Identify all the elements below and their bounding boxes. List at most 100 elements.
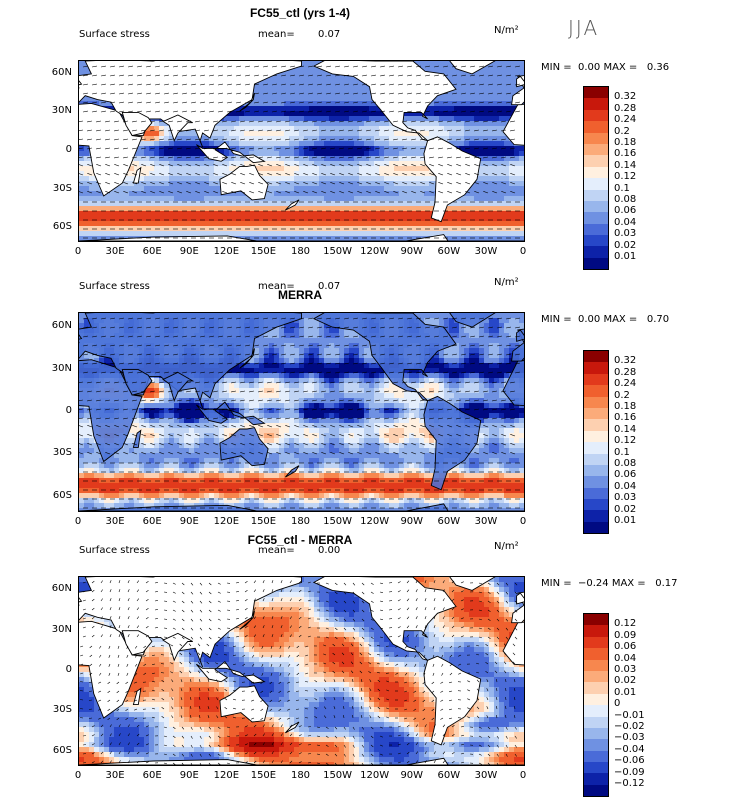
landmass-greenland bbox=[449, 313, 496, 328]
lon-tick-label: 180 bbox=[290, 246, 311, 257]
landmass-africa bbox=[79, 102, 524, 197]
lon-tick-label: 150E bbox=[250, 770, 277, 781]
map-panel bbox=[78, 576, 525, 766]
map-panel bbox=[78, 312, 525, 512]
colorbar-segment bbox=[584, 143, 608, 156]
landmass-samerica bbox=[423, 395, 482, 491]
colorbar-label: 0 bbox=[614, 698, 621, 710]
colorbar-label: 0.02 bbox=[614, 239, 637, 251]
landmass-arabia bbox=[121, 369, 153, 396]
lon-tick-label: 60W bbox=[437, 516, 461, 527]
colorbar-segment bbox=[584, 784, 608, 797]
colorbar-label: 0.16 bbox=[614, 148, 637, 160]
map-canvas bbox=[79, 313, 524, 511]
colorbar-label: 0.01 bbox=[614, 686, 637, 698]
mean-value: 0.07 bbox=[318, 281, 341, 292]
colorbar-label: −0.03 bbox=[614, 732, 645, 744]
colorbar-segment bbox=[584, 476, 608, 488]
colorbar-label: 0.01 bbox=[614, 251, 637, 262]
landmass-nz bbox=[285, 199, 300, 211]
lat-tick-label: 30N bbox=[51, 623, 72, 635]
colorbar-label: −0.09 bbox=[614, 766, 645, 778]
colorbar-segment bbox=[584, 705, 608, 717]
colorbar-segment bbox=[584, 670, 608, 683]
max-value: 0.70 bbox=[646, 314, 670, 325]
colorbar-segment bbox=[584, 625, 608, 637]
lon-tick-label: 30E bbox=[105, 246, 125, 257]
lon-tick-label: 30W bbox=[474, 516, 498, 527]
min-max-readout: MIN = 0.00 MAX = 0.36 bbox=[541, 62, 669, 73]
colorbar-label: 0.2 bbox=[614, 125, 630, 137]
min-label: MIN = bbox=[541, 578, 578, 589]
lon-tick-label: 120W bbox=[360, 516, 390, 527]
lat-tick-label: 30N bbox=[51, 362, 72, 374]
colorbar-label: −0.01 bbox=[614, 709, 645, 721]
colorbar-label: −0.06 bbox=[614, 755, 645, 767]
lat-tick-label: 30S bbox=[52, 447, 72, 459]
units-label: N/m² bbox=[494, 541, 519, 552]
landmass-nz bbox=[285, 721, 300, 734]
landmass-europe_asia bbox=[79, 61, 524, 148]
colorbar-segment bbox=[584, 453, 608, 465]
colorbar-label: 0.04 bbox=[614, 480, 637, 492]
colorbar-segment bbox=[584, 419, 608, 431]
colorbar-label: 0.24 bbox=[614, 114, 637, 126]
panel-field-label: Surface stress bbox=[79, 281, 150, 292]
lon-tick-label: 60E bbox=[142, 246, 162, 257]
colorbar-segment bbox=[584, 487, 608, 500]
lat-tick-label: 60N bbox=[51, 583, 72, 595]
lat-tick-label: 60S bbox=[52, 744, 72, 756]
landmass-namerica bbox=[312, 61, 457, 142]
colorbar-segment bbox=[584, 682, 608, 694]
colorbar-label: 0.32 bbox=[614, 91, 637, 103]
colorbar bbox=[583, 350, 609, 535]
colorbar-segment bbox=[584, 430, 608, 443]
colorbar-segment bbox=[584, 166, 608, 179]
colorbar-label: 0.06 bbox=[614, 469, 637, 481]
lon-tick-label: 90W bbox=[400, 246, 424, 257]
landmass-india bbox=[162, 632, 193, 662]
lon-tick-label: 60W bbox=[437, 770, 461, 781]
colorbar-label: −0.04 bbox=[614, 743, 645, 755]
colorbar-segment bbox=[584, 510, 608, 522]
colorbar-segment bbox=[584, 407, 608, 420]
colorbar-label: 0.28 bbox=[614, 102, 637, 114]
colorbar-segment bbox=[584, 178, 608, 190]
lon-tick-label: 120E bbox=[213, 246, 240, 257]
colorbar-label: 0.08 bbox=[614, 194, 637, 205]
mean-label: mean= bbox=[258, 29, 295, 40]
max-value: 0.17 bbox=[655, 578, 678, 589]
colorbar-segment bbox=[584, 750, 608, 763]
colorbar-segment bbox=[584, 659, 608, 671]
max-value: 0.36 bbox=[646, 62, 670, 73]
lon-tick-label: 0 bbox=[74, 516, 82, 527]
colorbar-segment bbox=[584, 235, 608, 247]
landmass-europe_asia bbox=[79, 313, 524, 408]
lon-tick-label: 90E bbox=[179, 246, 199, 257]
map-canvas bbox=[79, 61, 524, 241]
panel-field-label: Surface stress bbox=[79, 29, 150, 40]
min-value: 0.00 bbox=[577, 62, 604, 73]
colorbar-segment bbox=[584, 499, 608, 511]
landmass-arabia bbox=[121, 630, 153, 656]
landmass-australia bbox=[219, 427, 269, 467]
colorbar-segment bbox=[584, 521, 608, 534]
landmass-indonesia bbox=[196, 141, 266, 164]
lon-tick-label: 90W bbox=[400, 516, 424, 527]
lon-tick-label: 0 bbox=[519, 770, 527, 781]
colorbar-label: 0.24 bbox=[614, 378, 637, 390]
min-label: MIN = bbox=[541, 62, 578, 73]
lon-tick-label: 0 bbox=[74, 770, 82, 781]
panel-title: MERRA bbox=[278, 288, 322, 302]
mean-value: 0.07 bbox=[318, 29, 341, 40]
colorbar-label: −0.12 bbox=[614, 778, 645, 789]
lat-tick-label: 60S bbox=[52, 489, 72, 501]
colorbar-label: 0.1 bbox=[614, 182, 630, 194]
colorbar-label: 0.09 bbox=[614, 629, 637, 641]
colorbar-segment bbox=[584, 212, 608, 224]
colorbar-segment bbox=[584, 614, 608, 626]
colorbar-segment bbox=[584, 200, 608, 213]
landmass-madagascar bbox=[132, 429, 142, 448]
panel-title: FC55_ctl (yrs 1-4) bbox=[249, 6, 351, 20]
landmass-japan bbox=[239, 92, 255, 112]
